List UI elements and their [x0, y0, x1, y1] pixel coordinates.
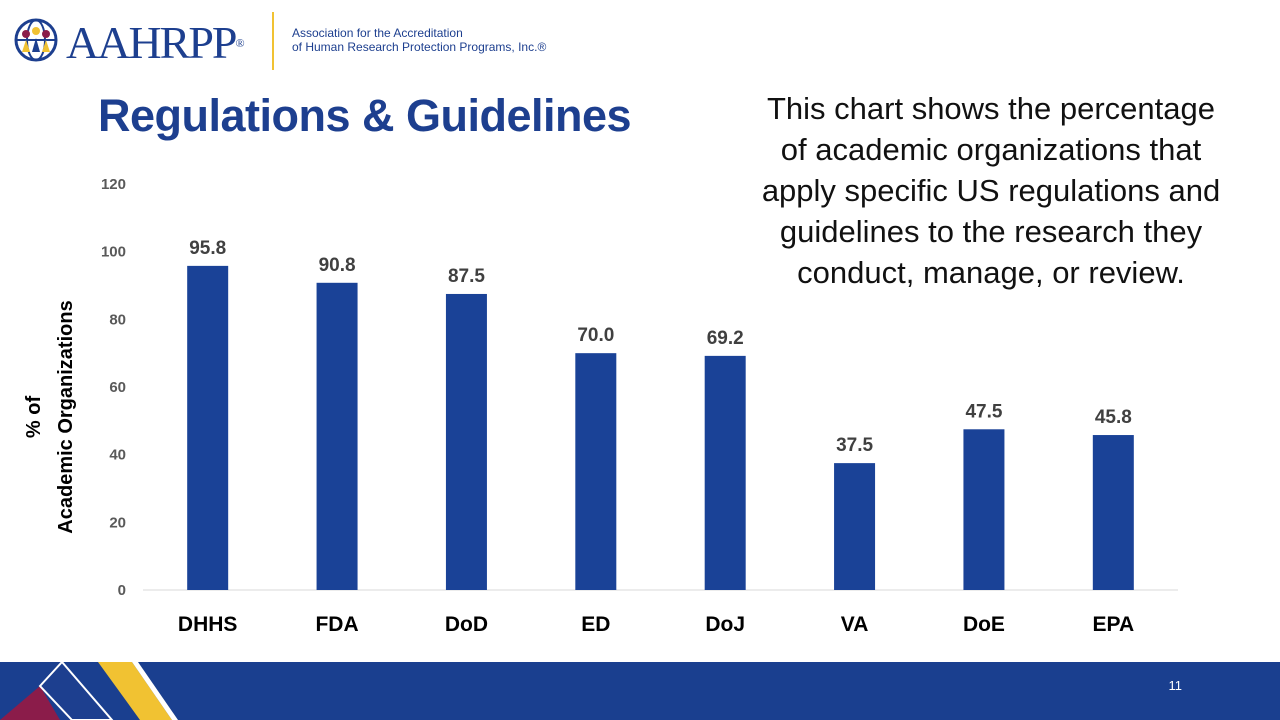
y-axis-title-line: Academic Organizations — [55, 300, 77, 533]
bar-dhhs — [187, 265, 229, 590]
globe-people-icon — [14, 18, 58, 62]
x-tick-label: DoJ — [705, 613, 745, 636]
y-tick-label: 0 — [118, 582, 126, 599]
x-tick-label: ED — [581, 613, 610, 636]
y-tick-label: 100 — [101, 244, 126, 261]
data-label: 37.5 — [836, 435, 873, 456]
data-label: 70.0 — [577, 325, 614, 346]
data-label: 87.5 — [448, 266, 485, 287]
y-tick-label: 120 — [101, 176, 126, 193]
x-tick-label: VA — [841, 613, 869, 636]
bar-va — [834, 463, 876, 590]
x-tick-label: DoE — [963, 613, 1005, 636]
data-label: 45.8 — [1095, 407, 1132, 428]
x-tick-label: DHHS — [178, 613, 238, 636]
page-number: 11 — [1168, 678, 1183, 693]
bar-fda — [316, 282, 358, 590]
logo-wordmark: AAHRPP® — [66, 17, 245, 68]
x-tick-label: EPA — [1093, 613, 1135, 636]
bar-ed — [575, 353, 617, 590]
data-label: 69.2 — [707, 328, 744, 349]
y-tick-label: 80 — [109, 311, 126, 328]
bar-doe — [963, 429, 1005, 590]
data-label: 90.8 — [319, 255, 356, 276]
bar-dod — [445, 293, 487, 590]
y-tick-label: 40 — [109, 447, 126, 464]
bar-epa — [1092, 435, 1134, 590]
aahrpp-logo: AAHRPP® Association for the Accreditatio… — [14, 12, 574, 74]
y-axis-title-line: % of — [23, 396, 45, 439]
y-tick-label: 60 — [109, 379, 126, 396]
y-tick-label: 20 — [109, 514, 126, 531]
logo-divider — [272, 12, 274, 70]
x-tick-label: FDA — [315, 613, 358, 636]
data-label: 47.5 — [965, 401, 1002, 422]
footer-band — [0, 660, 1280, 720]
bar-doj — [704, 355, 746, 590]
data-label: 95.8 — [189, 238, 226, 259]
y-axis-title: % of Academic Organizations — [23, 300, 77, 533]
slide-title: Regulations & Guidelines — [98, 90, 632, 141]
association-name: Association for the Accreditation of Hum… — [292, 26, 547, 54]
chart-description: This chart shows the percentage of acade… — [761, 91, 1221, 290]
bar-chart: 0 20 40 60 80 100 120 95.8 DHHS 90.8 FDA 87.5 DoD 70.… — [23, 176, 1178, 636]
x-tick-label: DoD — [445, 613, 488, 636]
